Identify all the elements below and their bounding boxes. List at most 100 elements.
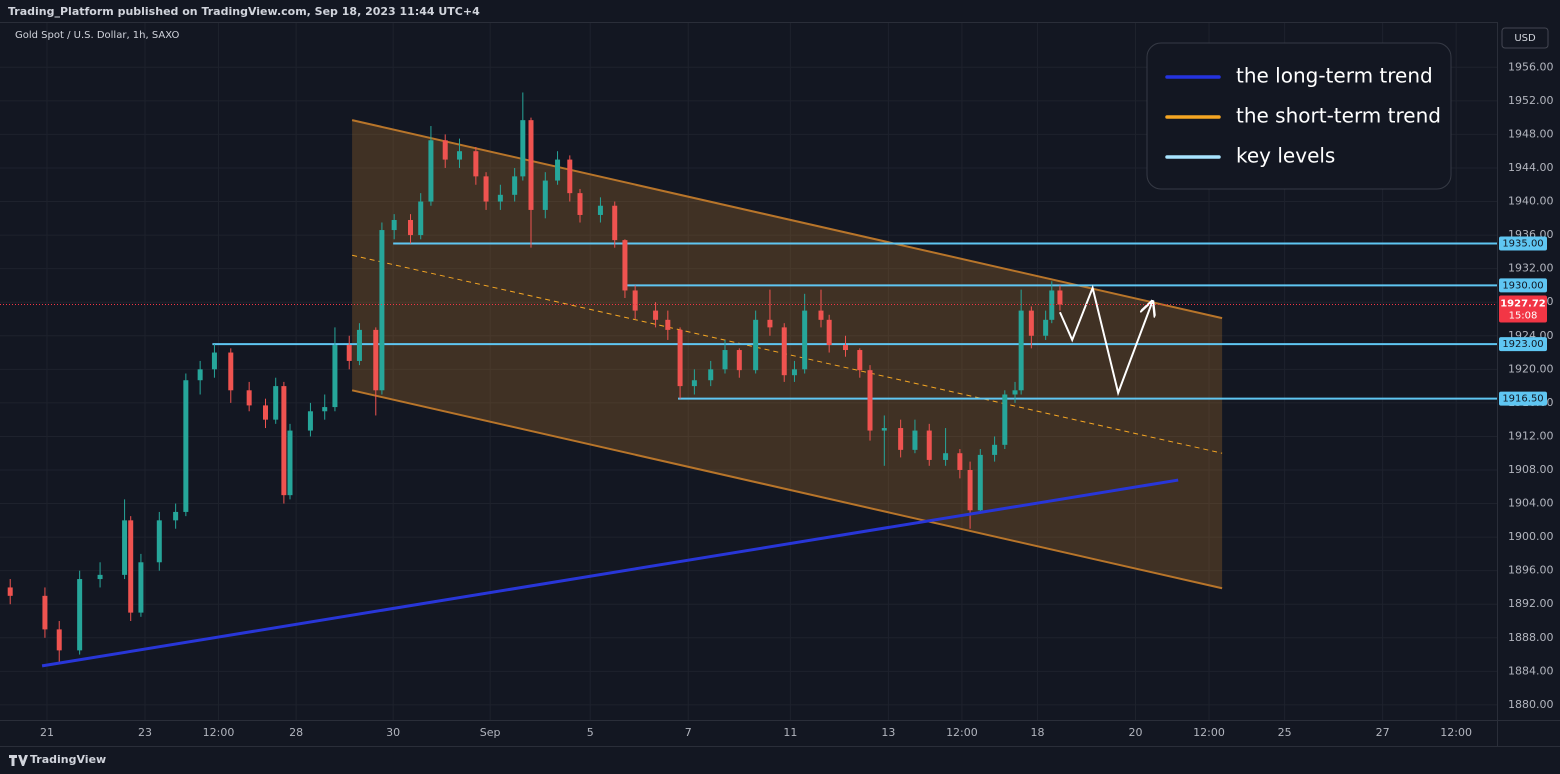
candle-body	[473, 151, 479, 177]
x-tick-label: Sep	[480, 726, 501, 739]
published-note: Trading_Platform published on TradingVie…	[8, 5, 480, 18]
y-tick-label: 1904.00	[1508, 497, 1554, 510]
candle-body	[183, 380, 189, 512]
candle-body	[857, 350, 863, 371]
candle-body	[156, 520, 162, 563]
candle-body	[138, 562, 144, 613]
x-tick-label: 12:00	[1193, 726, 1225, 739]
candle-body	[691, 380, 697, 387]
x-tick-label: 7	[685, 726, 692, 739]
candle-body	[262, 405, 268, 420]
candle-body	[42, 595, 48, 630]
candle-body	[843, 344, 849, 351]
y-tick-label: 1952.00	[1508, 94, 1554, 107]
y-tick-label: 1908.00	[1508, 463, 1554, 476]
x-tick-label: 28	[289, 726, 303, 739]
y-tick-label: 1884.00	[1508, 664, 1554, 677]
candle-body	[391, 219, 397, 231]
x-tick-label: 12:00	[946, 726, 978, 739]
y-tick-label: 1880.00	[1508, 698, 1554, 711]
candle-body	[567, 159, 573, 194]
x-tick-label: 25	[1278, 726, 1292, 739]
candle-body	[1002, 394, 1008, 445]
x-tick-label: 13	[881, 726, 895, 739]
candle-body	[622, 240, 628, 291]
candle-body	[926, 430, 932, 460]
candle-body	[418, 201, 424, 236]
candle-body	[653, 310, 659, 320]
symbol-title: Gold Spot / U.S. Dollar, 1h, SAXO	[15, 30, 179, 41]
brand-logo	[9, 755, 28, 766]
candle-body	[577, 193, 583, 215]
x-tick-label: 30	[386, 726, 400, 739]
price-axis	[1497, 22, 1560, 720]
x-tick-label: 12:00	[203, 726, 235, 739]
legend-label: the short-term trend	[1236, 104, 1441, 128]
candle-body	[1012, 390, 1018, 395]
trend-line	[41, 478, 1179, 668]
candle-body	[992, 444, 998, 455]
last-price-tag	[1499, 295, 1547, 323]
y-tick-label: 1932.00	[1508, 262, 1554, 275]
candle-body	[122, 520, 128, 575]
y-tick-label: 1944.00	[1508, 161, 1554, 174]
key-level-label: 1935.00	[1502, 238, 1543, 249]
candle-body	[826, 319, 832, 345]
candle-body	[457, 151, 463, 160]
candle-body	[967, 469, 973, 511]
candle-body	[346, 344, 352, 361]
x-tick-label: 23	[138, 726, 152, 739]
top-bar	[0, 0, 1560, 22]
candle-body	[128, 520, 134, 613]
key-level-tag	[1499, 278, 1547, 293]
candle-body	[802, 310, 808, 370]
candle-body	[881, 428, 887, 431]
projection-path	[1059, 284, 1152, 397]
candle-body	[753, 319, 759, 371]
candle-body	[1049, 290, 1055, 320]
x-tick-label: 12:00	[1440, 726, 1472, 739]
candle-body	[528, 120, 534, 210]
candle-body	[555, 159, 561, 181]
candle-body	[211, 352, 217, 370]
currency-button[interactable]	[1501, 27, 1549, 49]
candle-body	[197, 369, 203, 381]
candle-body	[597, 205, 603, 215]
candle-body	[497, 194, 503, 202]
candle-body	[1057, 290, 1063, 305]
channel-lower	[351, 389, 1223, 590]
candle-body	[957, 453, 963, 470]
legend-label: key levels	[1236, 144, 1335, 168]
y-tick-label: 1896.00	[1508, 564, 1554, 577]
x-tick-label: 11	[783, 726, 797, 739]
candle-body	[943, 453, 949, 460]
candle-body	[228, 352, 234, 391]
candle-body	[56, 629, 62, 651]
legend-box	[1146, 42, 1452, 190]
y-tick-label: 1948.00	[1508, 127, 1554, 140]
candle-body	[791, 369, 797, 376]
x-tick-label: 27	[1376, 726, 1390, 739]
candle-body	[632, 290, 638, 311]
candle-body	[1043, 319, 1049, 336]
candle-body	[867, 370, 873, 431]
y-tick-label: 1900.00	[1508, 530, 1554, 543]
candle-body	[442, 140, 448, 160]
candle-body	[287, 430, 293, 496]
candle-body	[281, 386, 287, 496]
x-tick-label: 5	[587, 726, 594, 739]
y-tick-label: 1940.00	[1508, 195, 1554, 208]
candle-body	[542, 180, 548, 210]
candle-body	[767, 319, 773, 328]
channel-fill	[352, 120, 1223, 589]
candle-body	[273, 386, 279, 420]
candle-body	[356, 329, 362, 361]
key-level-tag	[1499, 236, 1547, 251]
candle-body	[665, 319, 671, 330]
countdown-label: 15:08	[1509, 311, 1538, 322]
candle-body	[97, 574, 103, 580]
candle-body	[781, 327, 787, 376]
candle-body	[708, 369, 714, 381]
candle-body	[379, 230, 385, 391]
